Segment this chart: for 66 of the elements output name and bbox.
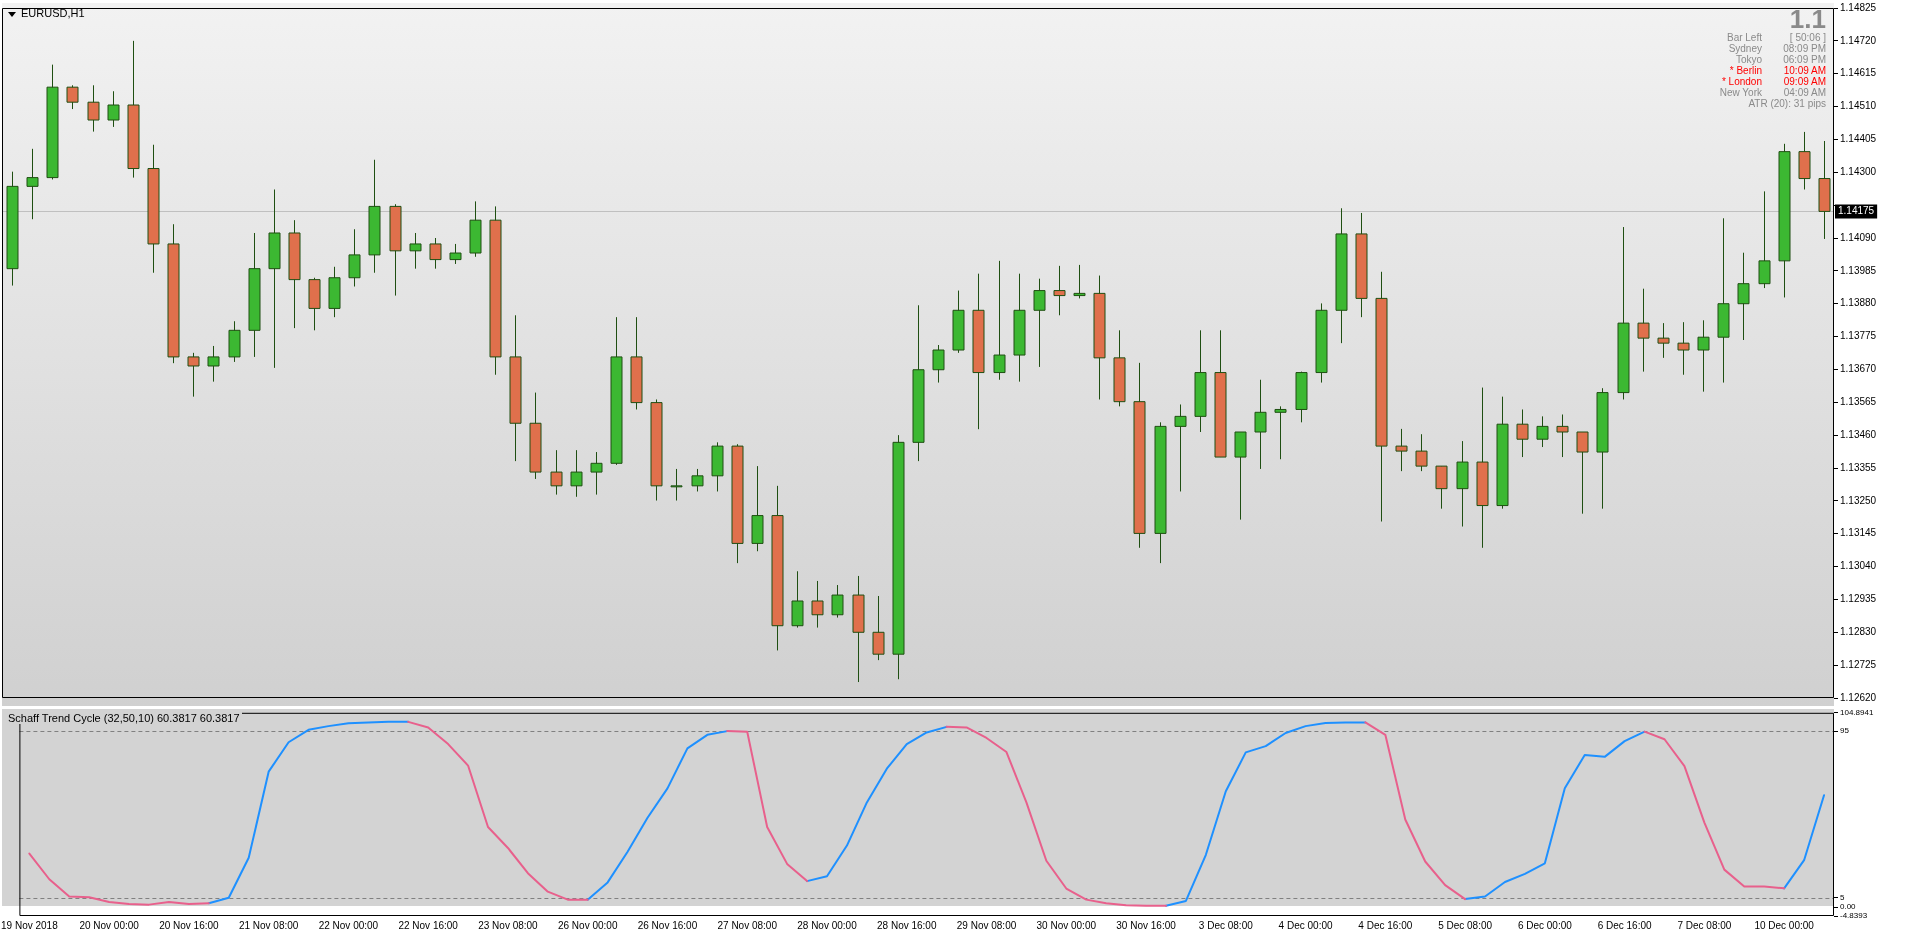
x-tick-label: 21 Nov 08:00 <box>238 919 299 931</box>
y-tick-label: 1.14720 <box>1840 34 1877 46</box>
x-tick-label: 5 Dec 08:00 <box>1438 919 1493 931</box>
y-tick-label: 1.12620 <box>1840 691 1877 703</box>
annotation: New York <box>1719 87 1762 98</box>
annotation: * London <box>1721 76 1762 87</box>
y-tick-label: 1.13985 <box>1840 264 1877 276</box>
y-tick-label: 1.13565 <box>1840 396 1877 408</box>
y-tick-label: 1.13670 <box>1840 363 1877 375</box>
x-tick-label: 6 Dec 16:00 <box>1597 919 1653 931</box>
x-tick-label: 3 Dec 08:00 <box>1198 919 1254 931</box>
annotation: * Berlin <box>1729 65 1762 76</box>
x-tick-label: 22 Nov 16:00 <box>398 919 459 931</box>
x-tick-label: 22 Nov 00:00 <box>318 919 379 931</box>
y-tick-label: 1.14825 <box>1840 1 1877 13</box>
x-tick-label: 20 Nov 00:00 <box>79 919 140 931</box>
x-tick-label: 28 Nov 00:00 <box>797 919 858 931</box>
y-tick-label: 1.14615 <box>1840 67 1877 79</box>
y-tick-label: 1.12830 <box>1840 626 1877 638</box>
annotation: Bar Left <box>1726 32 1762 43</box>
x-tick-label: 7 Dec 08:00 <box>1677 919 1732 931</box>
x-tick-label: 26 Nov 16:00 <box>637 919 698 931</box>
x-tick-label: 4 Dec 16:00 <box>1358 919 1413 931</box>
y-tick-label: 95 <box>1840 726 1850 736</box>
x-tick-label: 20 Nov 16:00 <box>159 919 220 931</box>
y-tick-label: 1.13460 <box>1840 428 1877 440</box>
y-tick-label: 1.13145 <box>1840 527 1877 539</box>
y-tick-label: 1.13355 <box>1840 461 1877 473</box>
y-tick-label: -4.8393 <box>1840 911 1868 921</box>
annotation: Tokyo <box>1735 54 1762 65</box>
x-tick-label: 30 Nov 00:00 <box>1036 919 1097 931</box>
annotation: Sydney <box>1728 43 1762 54</box>
x-tick-label: 27 Nov 08:00 <box>717 919 778 931</box>
x-tick-label: 23 Nov 08:00 <box>478 919 539 931</box>
annotation: [ 50:06 ] <box>1789 32 1826 43</box>
x-tick-label: 6 Dec 00:00 <box>1517 919 1573 931</box>
y-tick-label: 1.12935 <box>1840 593 1877 605</box>
y-tick-label: 1.13040 <box>1840 560 1877 572</box>
y-tick-label: 1.13250 <box>1840 494 1877 506</box>
annotation: 06:09 PM <box>1782 54 1826 65</box>
annotation: 09:09 AM <box>1782 76 1826 87</box>
ref-line-label: 1.14175 <box>1838 205 1875 217</box>
y-tick-label: 1.13880 <box>1840 297 1877 309</box>
x-tick-label: 28 Nov 16:00 <box>877 919 937 931</box>
x-tick-label: 4 Dec 00:00 <box>1278 919 1333 931</box>
x-tick-label: 26 Nov 00:00 <box>557 919 618 931</box>
y-tick-label: 0.00 <box>1840 902 1857 912</box>
annotation: 1.1 <box>1788 4 1826 34</box>
annotation: 08:09 PM <box>1782 43 1826 54</box>
annotation: ATR (20): 31 pips <box>1748 98 1826 109</box>
y-tick-label: 1.14300 <box>1840 166 1877 178</box>
y-tick-label: 1.14090 <box>1840 231 1877 243</box>
annotation: 04:09 AM <box>1782 87 1826 98</box>
y-tick-label: 1.14405 <box>1840 133 1877 145</box>
chart-title: Schaff Trend Cycle (32,50,10) 60.3817 60.3817 <box>8 712 240 724</box>
y-tick-label: 5 <box>1840 892 1845 902</box>
y-tick-label: 104.8941 <box>1840 708 1874 717</box>
x-tick-label: 29 Nov 08:00 <box>956 919 1017 931</box>
y-tick-label: 1.13775 <box>1840 330 1877 342</box>
x-tick-label: 30 Nov 16:00 <box>1116 919 1177 931</box>
chart-title: EURUSD,H1 <box>21 7 85 19</box>
x-tick-label: 19 Nov 2018 <box>1 919 59 931</box>
y-tick-label: 1.12725 <box>1840 658 1877 670</box>
x-tick-label: 10 Dec 00:00 <box>1754 919 1815 931</box>
y-tick-label: 1.14510 <box>1840 100 1877 112</box>
annotation: 10:09 AM <box>1782 65 1826 76</box>
